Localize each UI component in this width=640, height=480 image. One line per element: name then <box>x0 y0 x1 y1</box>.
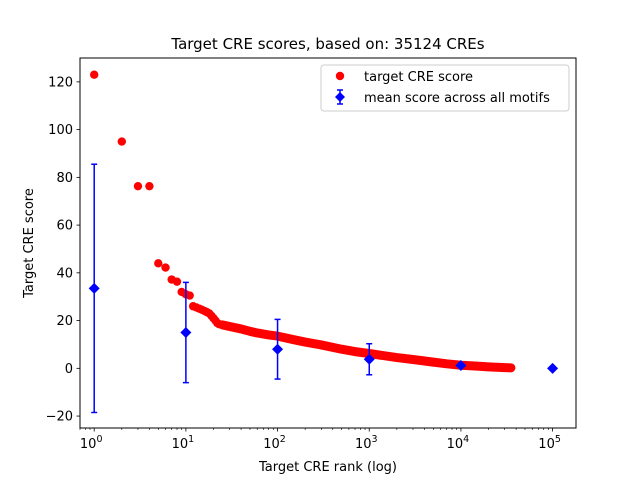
mean-score-point <box>363 353 375 365</box>
legend: target CRE score mean score across all m… <box>320 64 570 112</box>
chart-title: Target CRE scores, based on: 35124 CREs <box>170 35 484 53</box>
mean-score-point <box>272 343 284 355</box>
target-score-point <box>154 259 163 268</box>
mean-score-point <box>455 359 467 371</box>
y-tick-label: 120 <box>48 75 73 90</box>
target-score-point <box>161 263 170 272</box>
mean-score-point <box>88 282 100 294</box>
axes-frame <box>79 57 577 429</box>
mean-score-point <box>547 362 559 374</box>
target-score-point <box>145 181 154 191</box>
legend-box <box>320 64 570 112</box>
target-score-point <box>90 70 99 79</box>
plot-area <box>88 70 559 414</box>
y-axis: −20 0 20 40 60 80 100 120 <box>46 75 80 425</box>
y-tick-label: 40 <box>56 266 73 281</box>
target-score-point <box>185 291 194 300</box>
x-axis-label: Target CRE rank (log) <box>258 460 397 475</box>
legend-label-mean-score: mean score across all motifs <box>364 91 550 106</box>
mean-score-point <box>180 327 192 339</box>
legend-marker-mean-score <box>335 92 345 102</box>
y-axis-label: Target CRE score <box>22 188 37 299</box>
target-score-point <box>172 277 182 286</box>
y-tick-label: 20 <box>56 314 73 329</box>
target-score-dense-points <box>217 320 516 373</box>
x-axis: 100 101 102 103 104 105 <box>79 428 561 452</box>
legend-label-target-score: target CRE score <box>364 70 473 85</box>
y-tick-label: 80 <box>56 171 73 186</box>
y-tick-label: 0 <box>65 362 73 377</box>
target-score-point <box>133 181 143 191</box>
y-tick-label: 100 <box>48 123 73 138</box>
y-tick-label: 60 <box>56 219 73 234</box>
y-tick-label: −20 <box>46 410 73 425</box>
legend-marker-target-score <box>335 71 345 81</box>
target-score-point <box>117 137 126 146</box>
